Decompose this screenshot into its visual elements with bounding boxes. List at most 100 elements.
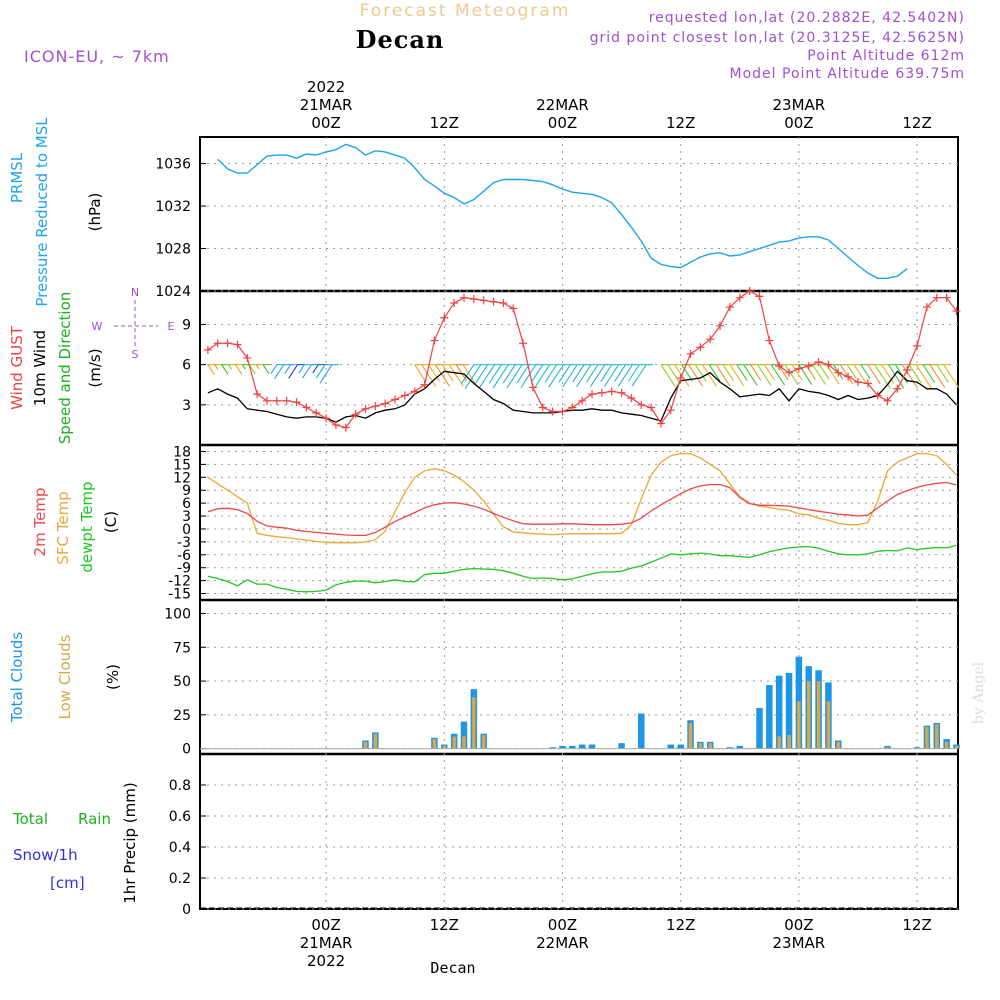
wind-arrow	[548, 364, 564, 388]
gust-marker	[607, 387, 616, 396]
low-cloud-bar	[797, 701, 801, 749]
gust-marker	[794, 364, 803, 373]
pressure-line	[217, 143, 908, 279]
gust-marker	[568, 403, 577, 412]
time-label-top: 21MAR	[300, 96, 353, 114]
temp2m-label: 2m Temp	[31, 488, 49, 557]
gust-label: Wind GUST	[8, 325, 26, 410]
wind-arrow	[722, 364, 734, 382]
gridpoint-coords: grid point closest lon,lat (20.3125E, 42…	[590, 30, 965, 46]
wind-arrow	[502, 364, 516, 384]
low-cloud-bar	[816, 681, 821, 749]
wind-arrow	[701, 364, 717, 387]
wind-arrow	[298, 364, 305, 374]
wind-arrow	[929, 364, 946, 389]
gust-marker	[400, 391, 409, 400]
wind-arrow	[228, 364, 233, 370]
gust-marker	[785, 368, 794, 377]
wind-arrow	[474, 364, 489, 384]
wind-arrow	[562, 364, 578, 388]
time-label: 00Z	[548, 916, 577, 934]
gust-marker	[499, 299, 508, 308]
time-label: 00Z	[311, 916, 340, 934]
total-cloud-bar	[460, 721, 468, 749]
time-label: 12Z	[902, 916, 931, 934]
temp-tick-label: 6	[182, 496, 191, 512]
requested-coords: requested lon,lat (20.2882E, 42.5402N)	[649, 10, 965, 26]
wind-arrow	[221, 364, 229, 375]
wind-arrow	[770, 364, 786, 386]
time-label: 12Z	[430, 916, 459, 934]
gust-marker	[913, 341, 922, 350]
low-cloud-bar	[826, 701, 831, 749]
wind-arrow	[544, 364, 558, 383]
low-cloud-bar	[885, 747, 890, 749]
gust-marker	[450, 299, 459, 308]
wind-arrow	[319, 364, 333, 384]
time-label: 23MAR	[773, 934, 826, 952]
gust-marker	[410, 387, 419, 396]
total-cloud-bar	[618, 743, 625, 749]
gust-marker	[420, 380, 429, 389]
gust-marker	[637, 400, 646, 409]
gust-marker	[834, 368, 843, 377]
precip-rain-label: Rain	[78, 810, 111, 828]
gust-marker	[351, 410, 360, 419]
clouds-unit: (%)	[104, 664, 122, 690]
wind-unit: (m/s)	[86, 348, 104, 387]
precip-unit: 1hr Precip (mm)	[121, 782, 139, 903]
low-cloud-bar	[777, 736, 781, 749]
gust-marker	[725, 303, 734, 312]
wind-arrow	[681, 364, 693, 382]
wind-arrow	[506, 364, 523, 389]
wind-arrow	[628, 364, 640, 382]
temp-tick-label: 3	[182, 509, 191, 525]
gust-marker	[272, 396, 281, 405]
pressure-tick-label: 1036	[155, 157, 191, 173]
clouds-tick-label: 50	[173, 674, 191, 690]
gust-marker	[331, 420, 340, 429]
wind-arrow	[936, 364, 949, 383]
wind-arrow	[214, 364, 219, 370]
low-clouds-label: Low Clouds	[56, 634, 74, 719]
total-cloud-bar	[559, 745, 566, 749]
wind-arrow	[464, 364, 482, 389]
gust-marker	[430, 336, 439, 345]
total-cloud-bar	[726, 747, 734, 749]
wind-arrow	[688, 364, 704, 387]
time-label-top: 00Z	[548, 114, 577, 132]
wind-arrow	[302, 364, 312, 379]
total-cloud-bar	[775, 675, 783, 749]
gust-marker	[617, 388, 626, 397]
time-label-top: 12Z	[430, 114, 459, 132]
precip-tick-label: 0.4	[169, 840, 191, 856]
precip-total-label: Total	[12, 810, 48, 828]
total-cloud-bar	[638, 713, 645, 749]
temperature-series	[207, 452, 957, 593]
low-cloud-bar	[481, 735, 486, 749]
gust-marker	[558, 407, 567, 416]
wind-arrow	[757, 364, 772, 386]
wind-tick-label: 6	[182, 358, 191, 374]
wind-arrow	[478, 364, 495, 389]
gust-marker	[459, 293, 468, 302]
gust-marker	[656, 419, 665, 428]
wind-arrow	[434, 364, 450, 387]
wind-arrow	[839, 364, 854, 385]
total-cloud-bar	[766, 685, 773, 749]
dewpt-label: dewpt Temp	[78, 481, 96, 572]
precip-snow-label: Snow/1h	[13, 846, 78, 864]
gust-marker	[647, 403, 656, 412]
wind-arrow	[743, 364, 758, 386]
low-cloud-bar	[925, 726, 929, 749]
wind-arrow	[631, 364, 647, 387]
pressure-unit: (hPa)	[86, 193, 104, 232]
low-cloud-bar	[954, 745, 959, 749]
gust-marker	[942, 293, 951, 302]
wind-arrow	[736, 364, 748, 381]
temp-tick-label: -9	[177, 561, 191, 577]
wind-label: 10m Wind	[31, 330, 49, 406]
wind-arrow	[812, 364, 827, 385]
wind-arrow	[667, 364, 680, 382]
wind-gust-line	[207, 290, 957, 429]
